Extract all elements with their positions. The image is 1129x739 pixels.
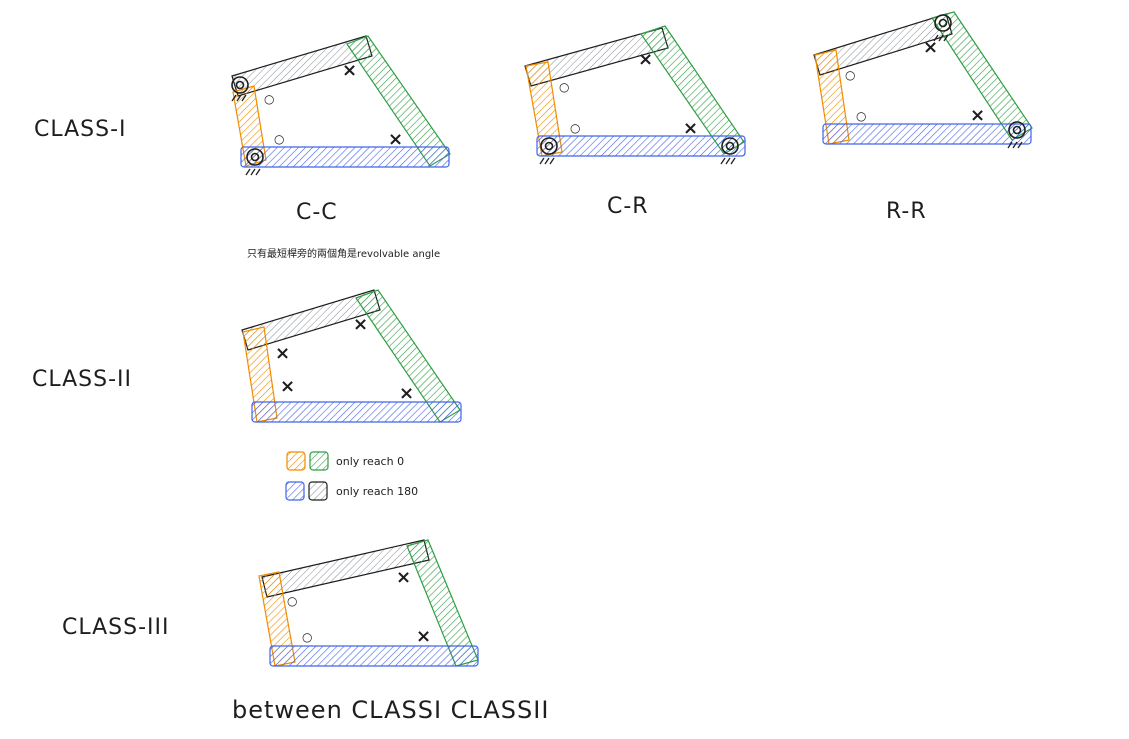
circle-mark: ○	[856, 109, 866, 123]
legend-swatch-gray	[308, 481, 328, 501]
ground-pivot-icon	[933, 14, 952, 42]
x-mark: ×	[399, 383, 414, 404]
linkage-class1-rr: × × ○ ○	[813, 11, 1033, 149]
x-mark: ×	[638, 49, 653, 70]
legend-row-0: only reach 0	[286, 451, 404, 471]
x-mark: ×	[970, 105, 985, 126]
link-green	[931, 11, 1033, 141]
cc-label: C-C	[296, 200, 338, 225]
x-mark: ×	[275, 343, 290, 364]
class-2-label: CLASS-II	[32, 367, 132, 392]
class-3-label: CLASS-III	[62, 615, 170, 640]
x-mark: ×	[353, 314, 368, 335]
circle-mark: ○	[264, 92, 274, 106]
link-blue	[536, 135, 746, 157]
legend-label-180: only reach 180	[336, 485, 418, 498]
link-green	[346, 35, 451, 167]
cr-label: C-R	[607, 194, 649, 219]
legend: only reach 0 only reach 180	[285, 451, 418, 501]
x-mark: ×	[923, 37, 938, 58]
circle-mark: ○	[302, 630, 312, 644]
circle-mark: ○	[559, 80, 569, 94]
x-mark: ×	[396, 567, 411, 588]
legend-label-0: only reach 0	[336, 455, 404, 468]
x-mark: ×	[416, 626, 431, 647]
ground-pivot-icon	[720, 137, 739, 165]
ground-pivot-icon	[539, 137, 558, 165]
class3-caption: between CLASSI CLASSII	[232, 696, 549, 724]
class-1-label: CLASS-I	[34, 117, 127, 142]
linkage-class1-cc: × × ○ ○	[231, 35, 451, 176]
link-blue	[240, 146, 450, 168]
revolvable-note: 只有最短桿旁的兩個角是revolvable angle	[247, 247, 440, 260]
linkage-class1-cr: × × ○ ○	[524, 25, 746, 165]
ground-pivot-icon	[245, 148, 264, 176]
legend-row-180: only reach 180	[285, 481, 418, 501]
x-mark: ×	[683, 118, 698, 139]
x-mark: ×	[280, 376, 295, 397]
x-mark: ×	[388, 129, 403, 150]
circle-mark: ○	[287, 594, 297, 608]
ground-pivot-icon	[231, 76, 249, 102]
circle-mark: ○	[570, 121, 580, 135]
link-blue	[269, 645, 479, 667]
circle-mark: ○	[845, 68, 855, 82]
linkage-class3: × × ○ ○	[258, 539, 479, 667]
x-mark: ×	[342, 60, 357, 81]
legend-swatch-blue	[285, 481, 305, 501]
link-blue	[822, 123, 1032, 145]
legend-swatch-orange	[286, 451, 306, 471]
link-blue	[251, 401, 462, 423]
ground-pivot-icon	[1007, 121, 1026, 149]
circle-mark: ○	[274, 132, 284, 146]
linkage-class2: × × × ×	[241, 289, 462, 423]
legend-swatch-green	[309, 451, 329, 471]
rr-label: R-R	[886, 199, 927, 224]
